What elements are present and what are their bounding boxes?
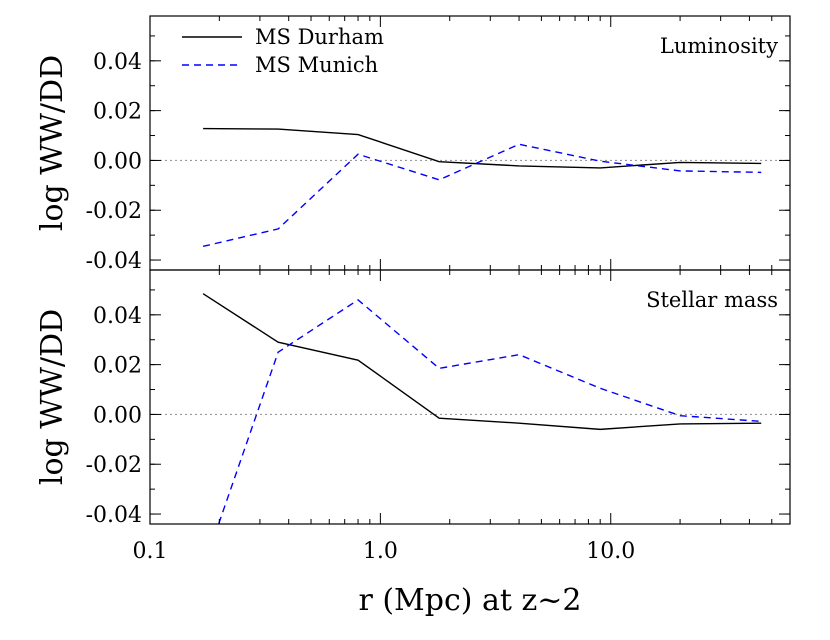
top-ticks: -0.04 -0.02 0.00 0.02 0.04: [86, 16, 791, 274]
bottom-series-ms-durham: [202, 293, 762, 431]
panel-stellar-mass: -0.04 -0.02 0.00 0.02 0.04 Stellar mass log …: [35, 269, 791, 528]
bottom-y-tick-label: 0.00: [93, 403, 142, 428]
y-axis-title-bottom: log WW/DD: [35, 309, 70, 485]
x-tick-label: 1.0: [363, 539, 398, 564]
bottom-axis-frame: [149, 269, 791, 525]
bottom-y-tick-label: 0.02: [93, 354, 142, 379]
bottom-y-tick-label: 0.04: [93, 304, 142, 329]
legend-label-ms-munich: MS Munich: [255, 53, 378, 77]
x-tick-labels: 0.1 1.0 10.0: [133, 539, 636, 564]
bottom-ticks: -0.04 -0.02 0.00 0.02 0.04: [86, 270, 791, 528]
panel-label-luminosity: Luminosity: [660, 34, 778, 58]
bottom-plot-area: [150, 293, 790, 524]
bottom-y-tick-label: -0.02: [86, 453, 142, 478]
y-axis-title-top: log WW/DD: [35, 55, 70, 231]
panel-label-stellar-mass: Stellar mass: [646, 288, 778, 312]
legend: MS Durham MS Munich: [182, 25, 384, 77]
top-y-tick-label: 0.04: [93, 50, 142, 75]
top-series-ms-durham: [203, 127, 762, 169]
x-tick-label: 0.1: [133, 539, 168, 564]
bottom-y-tick-label: -0.04: [86, 503, 142, 528]
top-plot-area: [150, 127, 790, 248]
top-series-ms-munich: [202, 143, 762, 248]
top-y-tick-label: 0.00: [93, 149, 142, 174]
top-y-tick-label: 0.02: [93, 100, 142, 125]
legend-label-ms-durham: MS Durham: [255, 25, 384, 49]
top-y-tick-label: -0.04: [86, 249, 142, 274]
bottom-series-ms-munich: [217, 299, 762, 524]
x-axis-title: r (Mpc) at z~2: [358, 583, 581, 618]
panel-luminosity: -0.04 -0.02 0.00 0.02 0.04 Luminosity MS Dur…: [35, 15, 791, 274]
top-y-tick-label: -0.02: [86, 199, 142, 224]
x-tick-label: 10.0: [586, 539, 635, 564]
